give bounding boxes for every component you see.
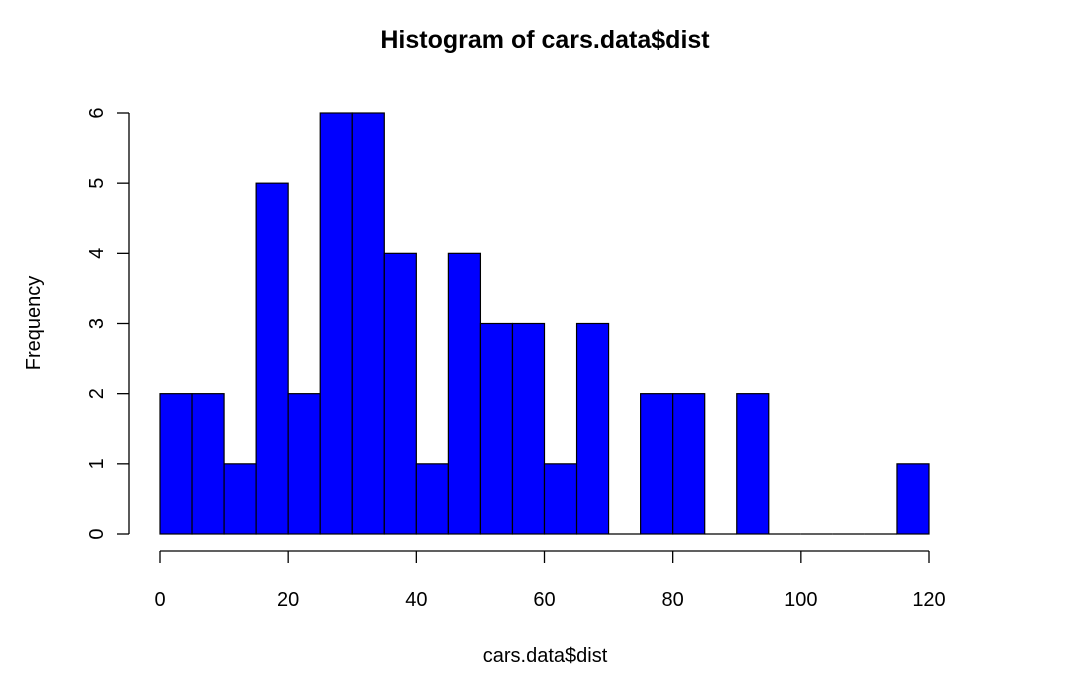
histogram-bar bbox=[159, 393, 193, 535]
histogram-bar bbox=[415, 463, 449, 535]
y-axis-label: Frequency bbox=[23, 276, 45, 371]
histogram-bar bbox=[351, 112, 385, 535]
y-tick-label: 6 bbox=[86, 107, 108, 118]
histogram-bar bbox=[255, 182, 289, 535]
y-tick-label: 4 bbox=[86, 248, 108, 259]
x-tick-label: 0 bbox=[154, 589, 165, 611]
y-tick-label: 1 bbox=[86, 458, 108, 469]
histogram-bar bbox=[736, 393, 770, 535]
histogram-bar bbox=[383, 252, 417, 535]
x-axis-label: cars.data$dist bbox=[483, 645, 608, 667]
histogram-bar bbox=[640, 393, 674, 535]
y-tick-label: 2 bbox=[86, 388, 108, 399]
y-tick-label: 3 bbox=[86, 318, 108, 329]
x-tick-label: 20 bbox=[277, 589, 299, 611]
histogram-bar bbox=[287, 393, 321, 535]
histogram-bar bbox=[319, 112, 353, 535]
histogram-bar bbox=[447, 252, 482, 535]
chart-title: Histogram of cars.data$dist bbox=[380, 26, 710, 54]
histogram-bar bbox=[511, 322, 546, 535]
x-tick-label: 100 bbox=[784, 589, 817, 611]
x-axis: 0 20 40 60 80 100 120 bbox=[154, 550, 946, 611]
histogram-bar bbox=[223, 463, 257, 535]
y-tick-label: 5 bbox=[86, 178, 108, 189]
histogram-bar bbox=[896, 463, 930, 535]
x-tick-label: 120 bbox=[912, 589, 945, 611]
y-tick-label: 0 bbox=[86, 528, 108, 539]
histogram-bar bbox=[191, 393, 225, 535]
y-axis: 0 1 2 3 4 5 6 bbox=[86, 107, 130, 540]
x-tick-label: 60 bbox=[533, 589, 555, 611]
bars-group bbox=[159, 112, 930, 535]
histogram-bar bbox=[543, 463, 578, 535]
x-tick-label: 80 bbox=[662, 589, 684, 611]
histogram-bar bbox=[575, 322, 610, 535]
histogram-bar bbox=[672, 393, 706, 535]
histogram-bar bbox=[479, 322, 514, 535]
x-tick-label: 40 bbox=[405, 589, 427, 611]
